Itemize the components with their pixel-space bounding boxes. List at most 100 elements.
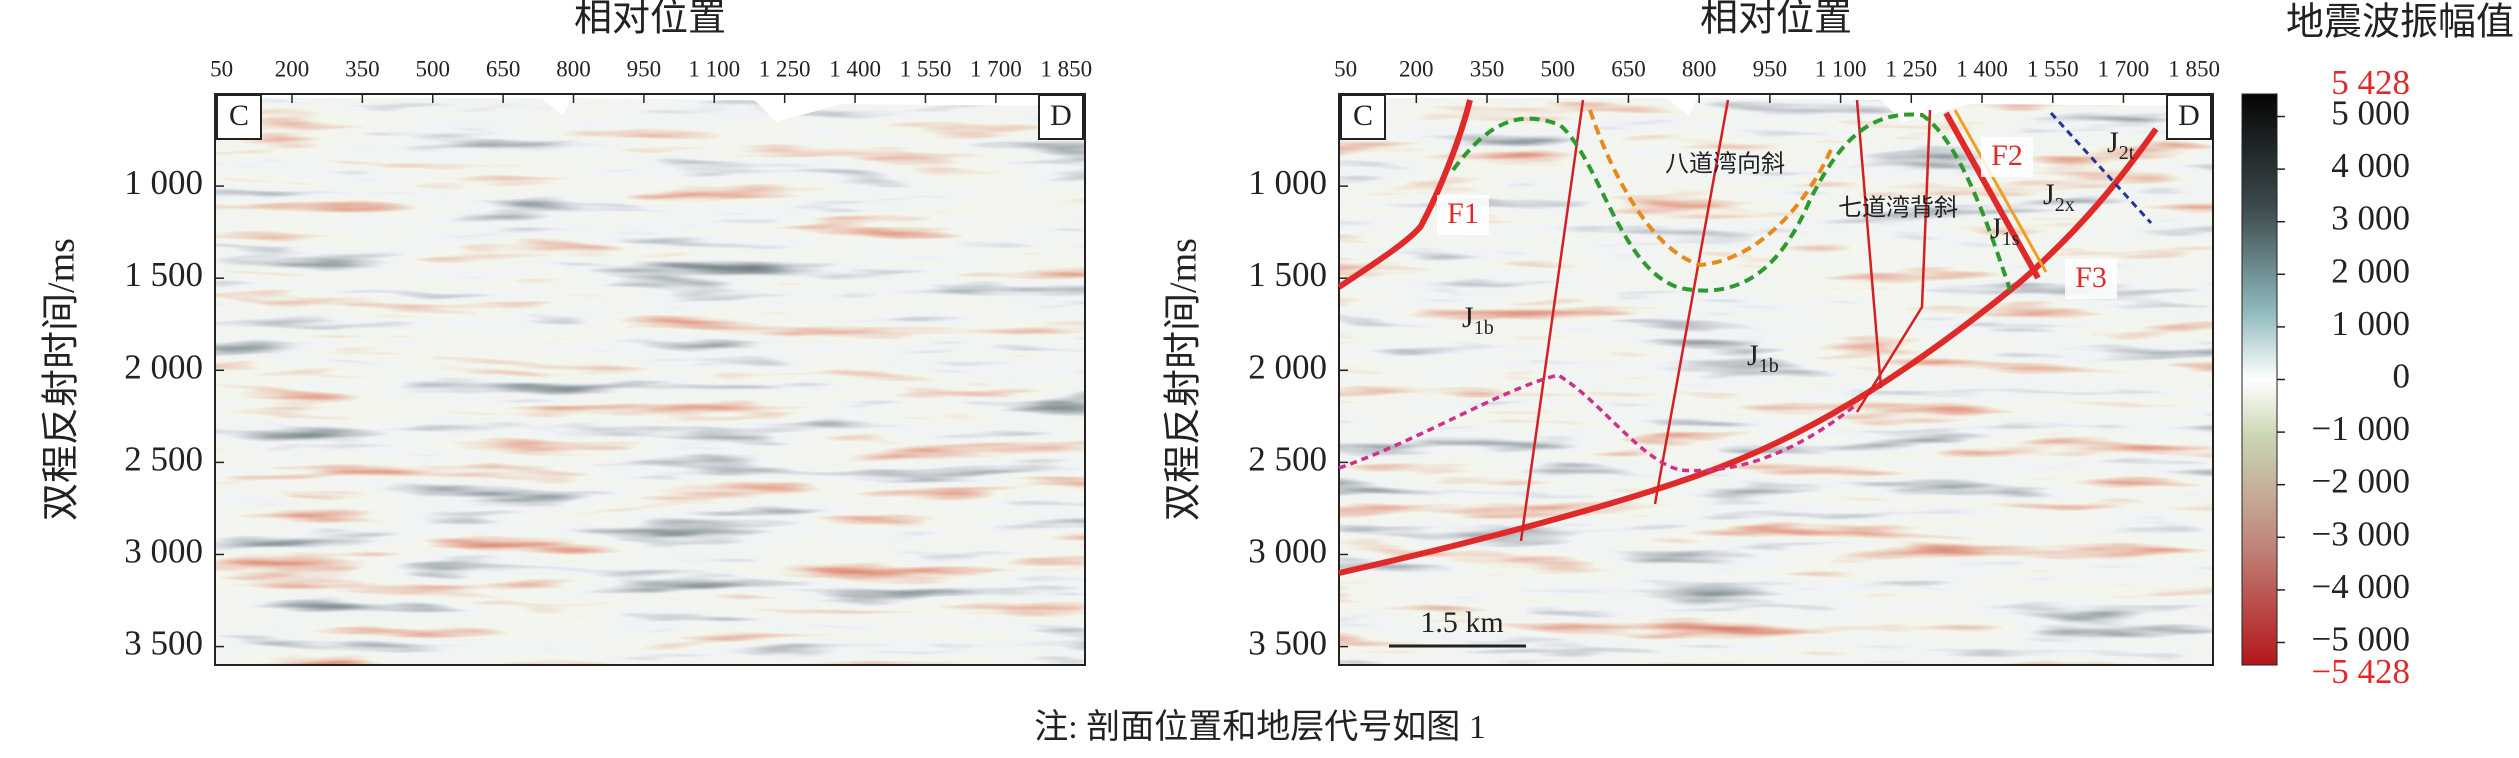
caption: 注: 剖面位置和地层代号如图 1 xyxy=(1034,708,1485,746)
colorbar-tick-label: −4 000 xyxy=(2312,567,2411,606)
y-tick-label: 1 000 xyxy=(124,163,203,202)
panel-label: C xyxy=(229,99,249,132)
stratum-sub: 1b xyxy=(1474,317,1494,339)
fault xyxy=(1519,99,1585,542)
panel-label: D xyxy=(1050,99,1072,132)
stratum-base: J xyxy=(2043,178,2055,211)
stratum-label: J1b xyxy=(1747,339,1779,377)
colorbar-tick-label: −1 000 xyxy=(2312,409,2411,448)
colorbar-tick-label: 4 000 xyxy=(2331,146,2410,185)
fault-lines xyxy=(1337,99,2159,576)
colorbar-tick-label: −5 000 xyxy=(2312,620,2411,659)
y-tick-label: 2 500 xyxy=(1248,439,1327,478)
x-tick-label: 1 700 xyxy=(970,56,1022,81)
stratum-sub: 2x xyxy=(2055,194,2075,216)
stratum-base: J xyxy=(1990,212,2002,245)
colorbar-title: 地震波振幅值 xyxy=(2286,2,2514,44)
label-box xyxy=(1981,137,2033,177)
stratum-base: J xyxy=(1747,339,1759,372)
x-tick-label: 50 xyxy=(210,56,233,81)
y-tick-label: 2 000 xyxy=(124,347,203,386)
plot-frame xyxy=(1338,93,2214,666)
x-tick-label: 200 xyxy=(1399,56,1434,81)
x-tick-label: 500 xyxy=(1540,56,1575,81)
x-tick-label: 800 xyxy=(1682,56,1717,81)
y-axis-title: 双程反射时间/ms xyxy=(41,238,83,521)
topography xyxy=(215,94,1085,122)
y-tick-label: 2 000 xyxy=(1248,347,1327,386)
colorbar-limit: −5 428 xyxy=(2312,652,2411,691)
stratum-base: J xyxy=(2107,126,2119,159)
x-tick-label: 1 550 xyxy=(2027,56,2079,81)
horizon-trace xyxy=(1338,373,1859,473)
x-tick-label: 500 xyxy=(415,56,450,81)
y-tick-label: 2 500 xyxy=(124,439,203,478)
colorbar-tick-label: 3 000 xyxy=(2331,199,2410,238)
seismic-section xyxy=(1339,94,2213,665)
colorbar-tick-label: 1 000 xyxy=(2331,304,2410,343)
x-tick-label: 1 550 xyxy=(900,56,952,81)
fault xyxy=(1653,99,1730,505)
x-tick-label: 1 250 xyxy=(759,56,811,81)
colorbar-tick-label: 5 000 xyxy=(2331,94,2410,133)
colorbar xyxy=(2241,93,2278,666)
x-tick-label: 200 xyxy=(275,56,310,81)
x-tick-label: 650 xyxy=(1611,56,1646,81)
structure-label: 八道湾向斜 xyxy=(1665,151,1785,178)
colorbar-tick-label: 0 xyxy=(2393,357,2411,396)
fault-label: F1 xyxy=(1447,197,1479,230)
label-box xyxy=(2065,259,2117,299)
y-tick-label: 1 000 xyxy=(1248,163,1327,202)
colorbar-tick-label: 2 000 xyxy=(2331,251,2410,290)
fault-f2 xyxy=(1943,111,2041,280)
x-tick-label: 350 xyxy=(1470,56,1505,81)
structure-label: 七道湾背斜 xyxy=(1838,195,1958,222)
stratum-base: J xyxy=(1462,301,1474,334)
y-tick-label: 3 500 xyxy=(124,624,203,663)
stratum-sub: 2t xyxy=(2119,142,2135,164)
panel-label-box xyxy=(216,94,262,140)
panel-label: D xyxy=(2178,99,2200,132)
seismic-section xyxy=(215,94,1085,665)
panel-label: C xyxy=(1353,99,1373,132)
y-tick-label: 3 000 xyxy=(1248,532,1327,571)
y-tick-label: 1 500 xyxy=(1248,255,1327,294)
x-tick-label: 1 700 xyxy=(2098,56,2150,81)
x-tick-label: 950 xyxy=(1753,56,1788,81)
colorbar-limit: 5 428 xyxy=(2331,63,2410,102)
y-axis-title: 双程反射时间/ms xyxy=(1163,238,1205,521)
colorbar-tick-label: −3 000 xyxy=(2312,514,2411,553)
panel-label-box xyxy=(2166,94,2212,140)
stratum-sub: 1s xyxy=(2002,228,2020,250)
x-axis-title: 相对位置 xyxy=(574,0,726,40)
x-tick-label: 1 100 xyxy=(688,56,740,81)
x-tick-label: 1 250 xyxy=(1885,56,1937,81)
x-tick-label: 1 400 xyxy=(829,56,881,81)
x-tick-label: 350 xyxy=(345,56,380,81)
stratum-label: J1b xyxy=(1462,301,1494,339)
fault xyxy=(1855,99,1883,389)
plot-frame xyxy=(214,93,1086,666)
label-box xyxy=(1437,195,1489,235)
x-tick-label: 800 xyxy=(556,56,591,81)
stratum-label: J1s xyxy=(1990,212,2020,250)
horizon-trace xyxy=(2049,111,2153,225)
fault-label: F2 xyxy=(1991,139,2023,172)
fault-label: F3 xyxy=(2075,261,2107,294)
x-tick-label: 1 400 xyxy=(1956,56,2008,81)
y-tick-label: 1 500 xyxy=(124,255,203,294)
x-tick-label: 1 850 xyxy=(2168,56,2220,81)
fault-f2-edge xyxy=(1953,109,2048,273)
anticline-trace xyxy=(1588,109,1835,268)
stratum-label: J2t xyxy=(2107,126,2135,164)
x-tick-label: 50 xyxy=(1334,56,1357,81)
x-tick-label: 650 xyxy=(486,56,521,81)
fault-f3 xyxy=(1338,127,2159,576)
topography xyxy=(1339,94,2213,122)
y-tick-label: 3 000 xyxy=(124,532,203,571)
y-tick-label: 3 500 xyxy=(1248,624,1327,663)
colorbar-tick-label: −2 000 xyxy=(2312,462,2411,501)
fault xyxy=(1855,109,1932,413)
fault-f1 xyxy=(1337,99,1473,290)
